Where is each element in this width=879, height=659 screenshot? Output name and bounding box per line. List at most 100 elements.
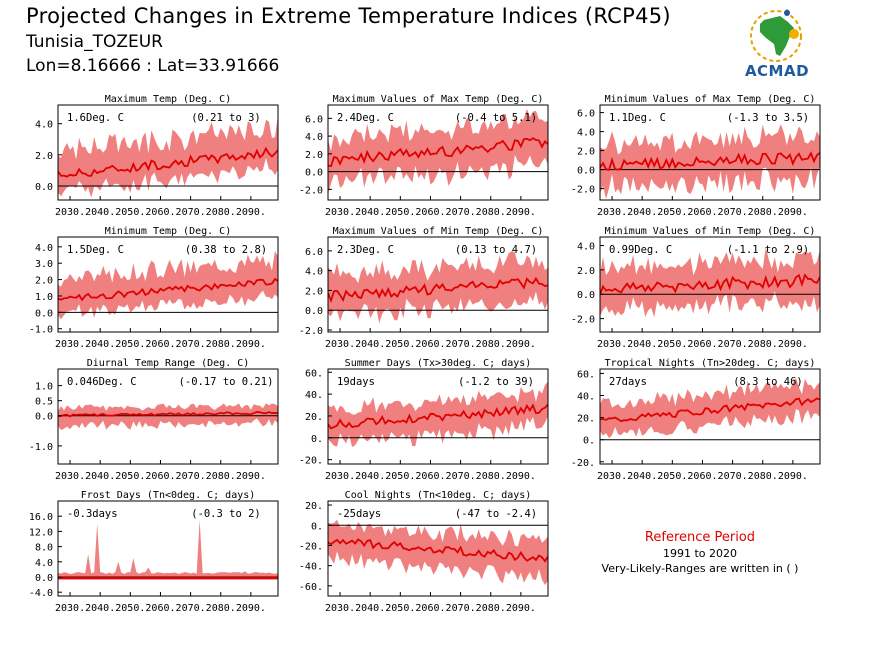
likely-range-value: (-0.17 to 0.21) — [179, 376, 274, 388]
y-tick-label: 4.0 — [35, 558, 53, 569]
y-tick-label: -1.0 — [29, 442, 53, 453]
chart-panel-11: -60. -40. -20. 0. 20. 2030. 2040. 2050. 2060. 207… — [299, 490, 549, 614]
x-tick-label: 2070. — [718, 207, 748, 218]
median-series-line — [600, 151, 820, 171]
y-tick-label: 1.0 — [35, 382, 53, 393]
x-tick-label: 2090. — [236, 207, 266, 218]
x-tick-label: 2070. — [446, 603, 476, 614]
y-tick-label: 6.0 — [577, 109, 595, 120]
y-tick-label: -2.0 — [299, 326, 323, 337]
plot-area — [600, 378, 820, 441]
x-tick-label: 2070. — [176, 471, 206, 482]
likely-range-value: (-0.3 to 2) — [191, 508, 261, 520]
change-value: 0.046Deg. C — [67, 376, 137, 388]
y-tick-label: 0.0 — [305, 306, 323, 317]
likely-range-band — [328, 519, 548, 586]
y-tick-label: 4.0 — [35, 120, 53, 131]
africa-map-icon — [750, 9, 802, 62]
x-tick-label: 2060. — [145, 603, 175, 614]
x-tick-label: 2030. — [325, 207, 355, 218]
plot-frame — [57, 104, 279, 201]
logo-text: ACMAD — [744, 62, 810, 80]
x-tick-label: 2060. — [145, 471, 175, 482]
x-tick-label: 2050. — [115, 603, 145, 614]
x-tick-label: 2060. — [145, 339, 175, 350]
x-tick-label: 2060. — [687, 471, 717, 482]
x-tick-label: 2040. — [627, 471, 657, 482]
likely-range-value: (0.21 to 3) — [191, 112, 261, 124]
likely-range-value: (0.13 to 4.7) — [455, 244, 537, 256]
median-series-line — [328, 403, 548, 430]
y-tick-label: 0.0 — [35, 308, 53, 319]
x-tick-label: 2030. — [325, 471, 355, 482]
likely-range-value: (-47 to -2.4) — [455, 508, 537, 520]
x-tick-label: 2070. — [176, 339, 206, 350]
y-tick-label: 0. — [311, 434, 323, 445]
y-tick-label: 12.0 — [29, 527, 53, 538]
chart-panel-8: -20. 0. 20. 40. 60. 2030. 2040. 2050. 2060. 2070.… — [299, 358, 549, 482]
y-tick-label: -40. — [299, 562, 323, 573]
x-tick-label: 2080. — [206, 207, 236, 218]
x-tick-label: 2040. — [85, 603, 115, 614]
x-tick-label: 2080. — [748, 339, 778, 350]
y-tick-label: 2.0 — [305, 150, 323, 161]
change-value: 2.4Deg. C — [337, 112, 394, 124]
x-tick-label: 2030. — [55, 471, 85, 482]
change-value: -0.3days — [67, 508, 118, 520]
x-tick-label: 2080. — [476, 603, 506, 614]
y-tick-label: 0.0 — [577, 166, 595, 177]
y-tick-label: 0.0 — [305, 168, 323, 179]
likely-range-band — [58, 115, 278, 198]
y-tick-label: 0.0 — [35, 573, 53, 584]
x-tick-label: 2090. — [236, 603, 266, 614]
x-tick-label: 2070. — [718, 471, 748, 482]
y-tick-label: 2.0 — [577, 147, 595, 158]
range-note: Very-Likely-Ranges are written in ( ) — [601, 562, 799, 575]
median-series-line — [600, 397, 820, 423]
likely-range-value: (-1.2 to 39) — [458, 376, 534, 388]
x-tick-label: 2050. — [115, 207, 145, 218]
y-tick-label: 2.0 — [305, 286, 323, 297]
x-tick-label: 2050. — [385, 339, 415, 350]
chart-title: Diurnal Temp Range (Deg. C) — [87, 358, 250, 369]
x-tick-label: 2090. — [236, 471, 266, 482]
station-name: Tunisia_TOZEUR — [26, 32, 163, 52]
x-tick-label: 2060. — [687, 207, 717, 218]
chart-title: Summer Days (Tx>30deg. C; days) — [345, 358, 532, 369]
y-tick-label: 3.0 — [35, 259, 53, 270]
x-tick-label: 2040. — [355, 339, 385, 350]
x-tick-label: 2030. — [55, 339, 85, 350]
x-tick-label: 2090. — [778, 207, 808, 218]
x-tick-label: 2040. — [85, 339, 115, 350]
y-tick-label: 0. — [583, 436, 595, 447]
y-tick-label: 4.0 — [305, 267, 323, 278]
y-tick-label: -2.0 — [571, 185, 595, 196]
reference-period: 1991 to 2020 — [662, 547, 738, 560]
x-tick-label: 2030. — [597, 207, 627, 218]
median-series-line — [328, 276, 548, 304]
x-tick-label: 2060. — [415, 603, 445, 614]
plot-area — [328, 109, 548, 194]
likely-range-value: (-1.1 to 2.9) — [727, 244, 809, 256]
y-tick-label: 2.0 — [35, 151, 53, 162]
plot-frame — [599, 368, 821, 465]
likely-range-value: (0.38 to 2.8) — [185, 244, 267, 256]
y-tick-label: 0. — [311, 521, 323, 532]
x-tick-label: 2090. — [236, 339, 266, 350]
chart-title: Minimum Values of Min Temp (Deg. C) — [605, 226, 816, 237]
median-series-line — [328, 538, 548, 563]
chart-title: Maximum Values of Max Temp (Deg. C) — [333, 94, 544, 105]
median-series-line — [58, 146, 278, 178]
x-tick-label: 2060. — [415, 339, 445, 350]
chart-title: Minimum Temp (Deg. C) — [105, 226, 231, 237]
plot-frame — [57, 236, 279, 333]
y-tick-label: -2.0 — [571, 315, 595, 326]
plot-frame — [327, 104, 549, 201]
likely-range-band — [600, 378, 820, 439]
y-tick-label: 2.0 — [577, 266, 595, 277]
y-tick-label: 1.0 — [35, 292, 53, 303]
page-title: Projected Changes in Extreme Temperature… — [26, 4, 671, 28]
x-tick-label: 2090. — [506, 471, 536, 482]
